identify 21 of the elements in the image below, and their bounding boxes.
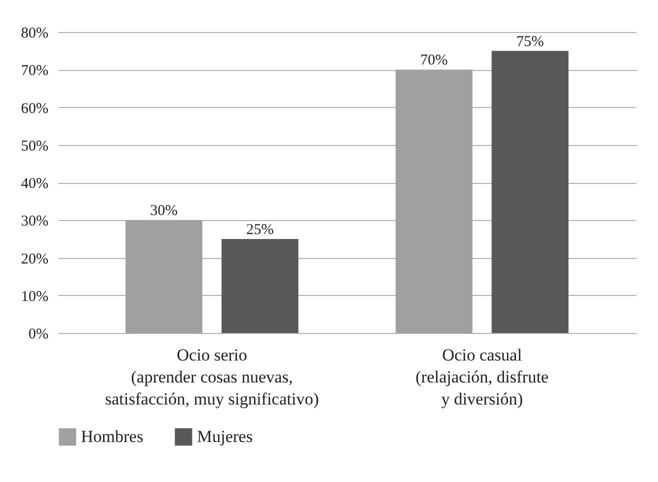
y-tick-label: 70% bbox=[21, 63, 48, 80]
y-tick-label: 20% bbox=[21, 251, 48, 268]
text: 70% bbox=[420, 52, 448, 69]
bar bbox=[126, 220, 202, 333]
bar bbox=[396, 70, 472, 333]
text: 25% bbox=[246, 222, 274, 238]
y-tick-label: 50% bbox=[21, 138, 48, 154]
y-tick-label: 0% bbox=[28, 326, 48, 342]
x-tick-label: Ocio casual (relajación, disfrute y diversión) bbox=[415, 346, 549, 408]
text: 30% bbox=[150, 203, 178, 220]
legend-label: Hombres bbox=[81, 426, 144, 446]
text: 75% bbox=[516, 34, 544, 50]
y-tick-label: 80% bbox=[21, 26, 48, 42]
y-tick-label: 30% bbox=[21, 214, 48, 230]
y-tick-label: 40% bbox=[21, 176, 48, 192]
legend-label: Mujeres bbox=[197, 426, 253, 446]
y-tick-label: 60% bbox=[21, 100, 48, 117]
bar bbox=[492, 50, 568, 333]
bar bbox=[222, 238, 298, 333]
y-tick-label: 10% bbox=[21, 288, 48, 305]
x-tick-label: Ocio serio (aprender cosas nuevas, satisfacción, muy significativo) bbox=[105, 346, 319, 408]
